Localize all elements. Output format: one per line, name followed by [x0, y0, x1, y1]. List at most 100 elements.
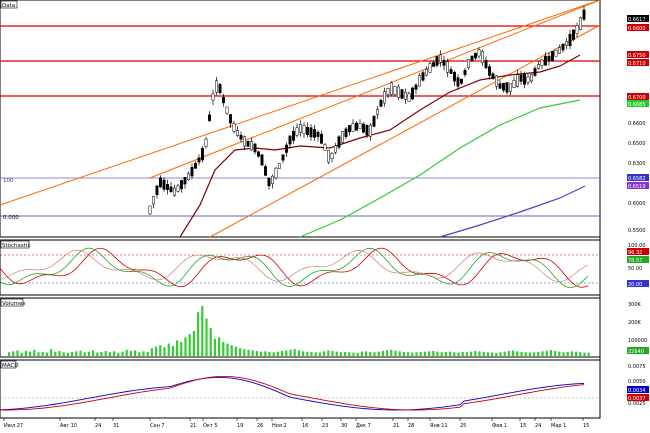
volume-bar	[108, 352, 111, 356]
svg-text:0.6617: 0.6617	[628, 17, 646, 23]
volume-bar	[533, 352, 536, 356]
volume-tag: 22640	[627, 347, 649, 355]
volume-axis-tick: 100000	[628, 338, 647, 344]
volume-bar	[360, 351, 363, 356]
volume-bar	[562, 352, 565, 356]
candle-body	[456, 77, 460, 87]
candle-body	[173, 187, 176, 196]
candle-body	[453, 71, 456, 82]
volume-bar	[87, 351, 90, 356]
volume-bar	[486, 352, 489, 356]
time-axis-label: 21	[393, 423, 399, 429]
time-axis-label: 26	[257, 423, 263, 429]
candle-body	[575, 25, 579, 34]
candle-body	[155, 185, 159, 196]
price-tag: 0.6685	[627, 100, 649, 108]
volume-bar	[75, 351, 78, 356]
volume-bar	[222, 341, 225, 356]
candle-body	[397, 86, 400, 98]
volume-bar	[29, 351, 32, 356]
volume-bar	[297, 350, 300, 356]
candle-body	[530, 73, 533, 82]
candle-body	[232, 123, 236, 132]
candle-body	[523, 73, 526, 85]
volume-bar	[394, 350, 397, 356]
macd-chart	[0, 375, 600, 411]
candle-body	[516, 74, 519, 87]
volume-bar	[184, 337, 187, 356]
price-axis-tick: 0.6300	[628, 161, 646, 167]
volume-bar	[197, 312, 200, 356]
volume-bar	[289, 349, 292, 356]
volume-bar	[150, 348, 153, 356]
candle-body	[425, 68, 428, 76]
volume-bar	[575, 351, 578, 356]
candle-body	[159, 177, 162, 188]
candle-body	[407, 93, 411, 102]
candle-body	[526, 76, 530, 83]
price-axis-tick: 0.6600	[628, 121, 646, 127]
svg-text:0.6685: 0.6685	[628, 102, 646, 108]
candle-body	[323, 144, 327, 151]
macd-panel[interactable]	[0, 359, 601, 419]
volume-bar	[423, 351, 426, 356]
candle-body	[236, 130, 239, 136]
candle-body	[292, 130, 295, 141]
volume-panel[interactable]	[0, 297, 601, 358]
volume-bar	[528, 352, 531, 356]
candle-body	[537, 64, 540, 69]
volume-bar	[457, 352, 460, 356]
stochastic-slow-line	[0, 249, 589, 283]
candle-body	[246, 140, 250, 147]
volume-bar	[398, 351, 401, 356]
volume-bar	[344, 351, 347, 356]
volume-bar	[369, 351, 372, 356]
candle-body	[355, 122, 358, 131]
volume-bar	[50, 349, 53, 356]
svg-text:96.32: 96.32	[628, 250, 642, 256]
svg-text:0.6750: 0.6750	[628, 53, 646, 59]
time-axis-label: Авг 10	[60, 423, 77, 429]
volume-bar	[339, 352, 342, 356]
time-axis-label: Сен 7	[150, 423, 165, 429]
candle-body	[306, 126, 309, 136]
volume-bar	[188, 334, 191, 356]
candle-body	[215, 80, 218, 93]
candle-body	[176, 185, 180, 192]
candle-body	[208, 114, 211, 122]
candle-body	[183, 177, 187, 185]
volume-bar	[549, 350, 552, 356]
time-axis-label: 16	[302, 423, 308, 429]
candle-body	[442, 59, 446, 66]
candle-body	[582, 9, 586, 20]
candle-body	[540, 59, 544, 67]
time-axis: Июл 27 Авг 10 24 31 Сен 7 21 Окт 5 19 26 Ноя 2 16 2…	[0, 417, 600, 429]
volume-bar	[66, 352, 69, 356]
volume-bar	[20, 352, 23, 356]
time-axis-label: 15	[583, 423, 589, 429]
volume-bar	[104, 351, 107, 356]
price-tag: 0.6710	[627, 59, 649, 67]
volume-bar	[234, 346, 237, 356]
volume-bar	[352, 352, 355, 356]
fib-label-0: 0.000	[3, 215, 19, 221]
volume-bar	[37, 352, 40, 356]
volume-bar	[155, 346, 158, 356]
volume-bar	[176, 340, 179, 356]
volume-bar	[327, 350, 330, 356]
candle-body	[432, 62, 435, 67]
macd-main-line	[0, 376, 585, 411]
volume-bar	[310, 351, 313, 356]
candle-body	[211, 93, 215, 101]
price-axis-tick: 0.6500	[628, 141, 646, 147]
price-axis-tick: 0.5500	[628, 228, 646, 234]
candle-body	[474, 52, 477, 59]
macd-tag: 0.0037	[627, 394, 649, 402]
svg-text:20.00: 20.00	[628, 282, 642, 288]
candle-body	[439, 54, 442, 63]
channel-line	[209, 24, 601, 238]
volume-bar	[465, 352, 468, 356]
candle-body	[260, 154, 264, 166]
